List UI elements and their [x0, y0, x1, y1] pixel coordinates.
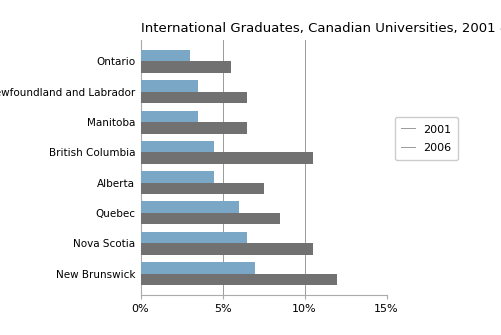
- Bar: [140, 61, 230, 73]
- Legend: 2001, 2006: 2001, 2006: [394, 117, 457, 160]
- Bar: [140, 201, 238, 213]
- Bar: [140, 50, 189, 61]
- Bar: [140, 152, 312, 164]
- Text: International Graduates, Canadian Universities, 2001 & 2006: International Graduates, Canadian Univer…: [140, 22, 501, 35]
- Bar: [140, 122, 246, 134]
- Bar: [140, 232, 246, 243]
- Bar: [140, 243, 312, 255]
- Bar: [140, 80, 197, 92]
- Bar: [140, 274, 337, 285]
- Bar: [140, 183, 263, 194]
- Bar: [140, 92, 246, 103]
- Bar: [140, 213, 280, 224]
- Bar: [140, 262, 255, 274]
- Bar: [140, 171, 214, 183]
- Bar: [140, 141, 214, 152]
- Bar: [140, 111, 197, 122]
